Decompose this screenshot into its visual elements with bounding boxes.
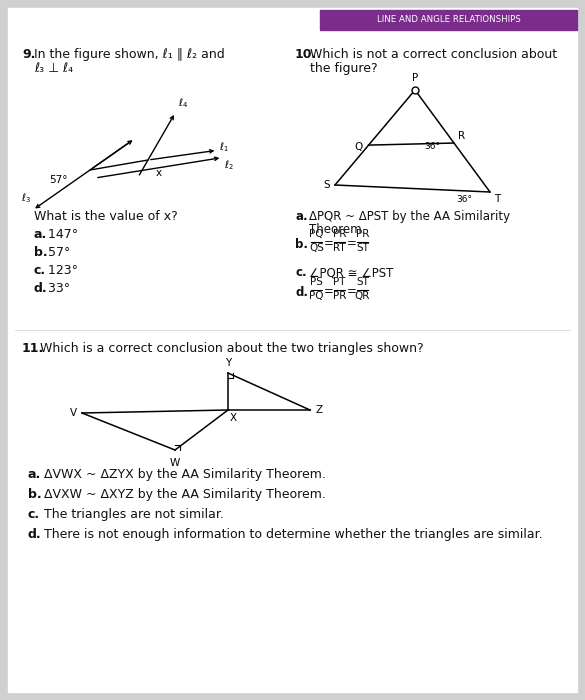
Text: =: = — [324, 237, 334, 251]
Text: ∠PQR ≅ ∠PST: ∠PQR ≅ ∠PST — [309, 266, 393, 279]
Text: ΔVWX ~ ΔZYX by the AA Similarity Theorem.: ΔVWX ~ ΔZYX by the AA Similarity Theorem… — [40, 468, 326, 481]
Text: ΔVXW ~ ΔXYZ by the AA Similarity Theorem.: ΔVXW ~ ΔXYZ by the AA Similarity Theorem… — [40, 488, 326, 501]
Text: V: V — [70, 408, 77, 418]
Text: 36°: 36° — [424, 141, 440, 150]
Text: d.: d. — [34, 282, 47, 295]
Text: ST: ST — [356, 243, 369, 253]
Text: X: X — [230, 413, 237, 423]
Text: c.: c. — [295, 266, 307, 279]
Text: 147°: 147° — [44, 228, 78, 241]
Text: RT: RT — [333, 243, 346, 253]
Text: R: R — [458, 131, 465, 141]
Text: The triangles are not similar.: The triangles are not similar. — [40, 508, 224, 521]
Text: ST: ST — [356, 277, 369, 287]
Text: $\ell_4$: $\ell_4$ — [177, 97, 188, 111]
Text: PS: PS — [310, 277, 323, 287]
Text: Y: Y — [225, 358, 231, 368]
Text: PR: PR — [333, 229, 346, 239]
Text: 36°: 36° — [456, 195, 472, 204]
Text: d.: d. — [28, 528, 42, 541]
Text: S: S — [324, 180, 330, 190]
Bar — [320, 10, 577, 30]
Text: =: = — [347, 237, 357, 251]
Text: PQ: PQ — [309, 229, 324, 239]
Text: QR: QR — [355, 291, 370, 301]
Text: a.: a. — [28, 468, 42, 481]
Text: PR: PR — [356, 229, 369, 239]
Text: T: T — [494, 194, 500, 204]
Text: =: = — [324, 286, 334, 298]
Text: Z: Z — [315, 405, 322, 415]
Text: LINE AND ANGLE RELATIONSHIPS: LINE AND ANGLE RELATIONSHIPS — [377, 15, 521, 24]
Text: $\ell_1$: $\ell_1$ — [219, 141, 229, 154]
Text: b.: b. — [28, 488, 42, 501]
Text: PQ: PQ — [309, 291, 324, 301]
Text: Q: Q — [355, 142, 363, 152]
Text: What is the value of x?: What is the value of x? — [34, 210, 178, 223]
Text: Which is not a correct conclusion about: Which is not a correct conclusion about — [310, 48, 557, 61]
Text: P: P — [412, 73, 418, 83]
Text: a.: a. — [295, 210, 308, 223]
Text: QS: QS — [309, 243, 324, 253]
Text: 33°: 33° — [44, 282, 70, 295]
Text: the figure?: the figure? — [310, 62, 378, 75]
Text: There is not enough information to determine whether the triangles are similar.: There is not enough information to deter… — [40, 528, 543, 541]
Text: 57°: 57° — [50, 175, 68, 185]
Text: PT: PT — [333, 277, 346, 287]
Text: 10.: 10. — [295, 48, 317, 61]
Text: W: W — [170, 458, 180, 468]
Text: a.: a. — [34, 228, 47, 241]
Text: 11.: 11. — [22, 342, 44, 355]
Text: b.: b. — [295, 237, 308, 251]
Text: 57°: 57° — [44, 246, 70, 259]
Text: Which is a correct conclusion about the two triangles shown?: Which is a correct conclusion about the … — [40, 342, 424, 355]
Text: ΔPQR ~ ΔPST by the AA Similarity: ΔPQR ~ ΔPST by the AA Similarity — [309, 210, 510, 223]
Text: 9.: 9. — [22, 48, 35, 61]
Text: d.: d. — [295, 286, 308, 298]
Text: ℓ₃ ⊥ ℓ₄: ℓ₃ ⊥ ℓ₄ — [34, 62, 73, 75]
Text: b.: b. — [34, 246, 47, 259]
Text: 123°: 123° — [44, 264, 78, 277]
Text: =: = — [347, 286, 357, 298]
Text: c.: c. — [28, 508, 40, 521]
Text: c.: c. — [34, 264, 46, 277]
Text: $\ell_2$: $\ell_2$ — [224, 159, 234, 172]
Text: PR: PR — [333, 291, 346, 301]
Text: x: x — [156, 168, 162, 178]
Text: In the figure shown, ℓ₁ ∥ ℓ₂ and: In the figure shown, ℓ₁ ∥ ℓ₂ and — [34, 48, 225, 61]
Text: Theorem.: Theorem. — [309, 223, 366, 236]
Text: $\ell_3$: $\ell_3$ — [20, 191, 30, 205]
